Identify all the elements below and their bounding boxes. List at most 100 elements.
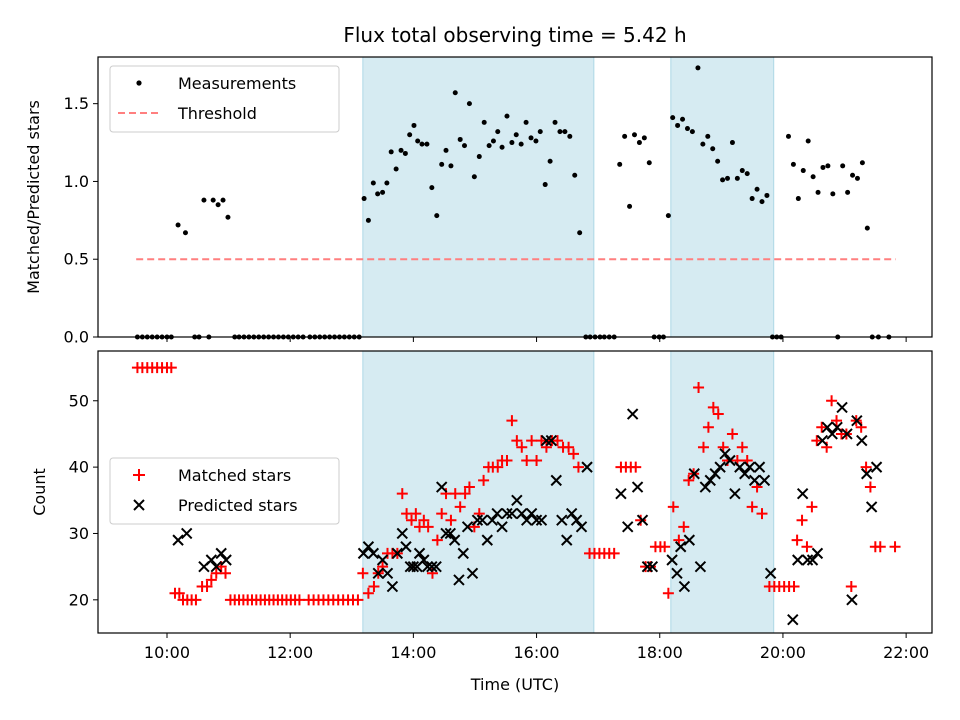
predicted-point-98 xyxy=(856,434,868,447)
matched-point-92 xyxy=(568,448,580,460)
top-shaded-intervals xyxy=(362,56,775,338)
matched-point-123 xyxy=(726,428,738,440)
predicted-point-65 xyxy=(674,541,687,553)
matched-point-140 xyxy=(811,435,823,447)
measurement-point-9 xyxy=(182,230,188,236)
predicted-point-81 xyxy=(753,461,766,473)
measurement-point-67 xyxy=(466,101,472,107)
matched-point-36 xyxy=(293,594,305,606)
predicted-point-97 xyxy=(851,414,863,427)
measurement-point-76 xyxy=(509,140,515,146)
matched-point-116 xyxy=(693,381,705,393)
predicted-point-94 xyxy=(836,401,848,414)
measurement-point-54 xyxy=(407,132,413,138)
matched-point-50 xyxy=(368,581,380,593)
predicted-point-80 xyxy=(748,474,761,487)
bottom-legend-box xyxy=(109,457,340,525)
legend-measurements-marker xyxy=(136,80,142,86)
matched-point-139 xyxy=(806,501,818,513)
top-shade-0 xyxy=(362,56,595,338)
predicted-point-52 xyxy=(565,507,578,520)
predicted-point-45 xyxy=(530,514,543,526)
predicted-point-56 xyxy=(615,487,627,500)
matched-point-49 xyxy=(362,587,374,599)
matched-point-141 xyxy=(816,421,828,433)
measurement-point-49 xyxy=(384,180,390,186)
measurement-point-86 xyxy=(557,129,563,135)
matched-point-74 xyxy=(478,474,490,486)
measurement-point-108 xyxy=(665,213,671,219)
predicted-point-48 xyxy=(545,434,558,447)
predicted-point-34 xyxy=(476,514,489,526)
predicted-point-96 xyxy=(846,594,858,606)
predicted-point-6 xyxy=(220,554,232,566)
matched-point-89 xyxy=(552,435,564,447)
matched-point-117 xyxy=(697,441,709,453)
measurement-point-133 xyxy=(790,161,796,167)
measurement-point-14 xyxy=(210,197,216,203)
measurement-point-109 xyxy=(670,115,676,121)
measurement-point-83 xyxy=(542,182,548,188)
predicted-point-14 xyxy=(391,547,404,560)
predicted-point-39 xyxy=(501,507,513,520)
predicted-point-88 xyxy=(806,554,819,566)
bottom-panel: 20 30 40 50 10:00 12:00 14:00 16:00 18:00 20:00 2… xyxy=(30,350,933,694)
measurement-point-123 xyxy=(739,168,745,174)
predicted-point-22 xyxy=(421,560,434,573)
measurement-point-100 xyxy=(627,203,633,209)
top-y-ticks: 0.0 0.5 1.0 1.5 xyxy=(64,94,98,347)
predicted-point-72 xyxy=(709,468,721,480)
measurement-point-125 xyxy=(749,196,755,202)
matched-point-103 xyxy=(630,461,642,473)
predicted-point-54 xyxy=(575,521,588,533)
measurement-point-70 xyxy=(481,119,487,125)
predicted-point-90 xyxy=(816,434,829,447)
measurement-point-65 xyxy=(457,136,463,142)
predicted-point-85 xyxy=(792,554,804,566)
matched-point-113 xyxy=(678,521,690,533)
predicted-point-38 xyxy=(496,521,508,533)
measurement-point-89 xyxy=(572,172,578,178)
measurement-point-98 xyxy=(617,161,623,167)
matched-point-138 xyxy=(801,541,813,553)
top-legend-box xyxy=(109,65,340,133)
measurement-point-59 xyxy=(429,185,435,191)
measurement-point-81 xyxy=(533,138,539,144)
bottom-axes-frame xyxy=(97,350,933,634)
measurement-point-88 xyxy=(567,133,573,139)
predicted-point-101 xyxy=(870,461,883,473)
matched-point-153 xyxy=(874,541,886,553)
predicted-point-76 xyxy=(729,487,741,500)
measurement-point-48 xyxy=(380,189,386,195)
measurement-point-85 xyxy=(552,119,558,125)
matched-point-147 xyxy=(845,581,857,593)
measurement-point-146 xyxy=(854,175,860,181)
measurement-point-117 xyxy=(710,146,716,152)
predicted-point-25 xyxy=(435,481,448,493)
measurement-point-71 xyxy=(486,143,492,149)
matched-point-69 xyxy=(454,501,466,513)
measurement-point-53 xyxy=(402,150,408,156)
predicted-point-92 xyxy=(826,428,838,440)
bottom-legend: Matched stars Predicted stars xyxy=(109,457,340,525)
bot-ytick-label-2: 40 xyxy=(69,458,89,477)
measurement-point-62 xyxy=(443,147,449,153)
predicted-point-7 xyxy=(357,547,370,560)
predicted-point-43 xyxy=(520,514,533,526)
measurement-point-8 xyxy=(175,222,181,228)
predicted-point-5 xyxy=(215,547,227,560)
predicted-point-86 xyxy=(796,487,809,500)
bot-shade-1 xyxy=(670,350,775,634)
measurement-point-136 xyxy=(805,138,811,144)
bottom-y-ticks: 20 30 40 50 xyxy=(69,391,98,609)
predicted-point-30 xyxy=(457,547,469,560)
predicted-point-93 xyxy=(831,421,843,434)
measurement-point-147 xyxy=(859,160,865,166)
measurement-point-103 xyxy=(641,135,647,141)
matched-point-91 xyxy=(563,441,575,453)
matched-point-64 xyxy=(431,534,443,546)
matched-point-48 xyxy=(357,567,369,579)
predicted-point-99 xyxy=(861,468,873,480)
x-axis-label: Time (UTC) xyxy=(470,675,559,694)
predicted-point-60 xyxy=(636,514,649,526)
